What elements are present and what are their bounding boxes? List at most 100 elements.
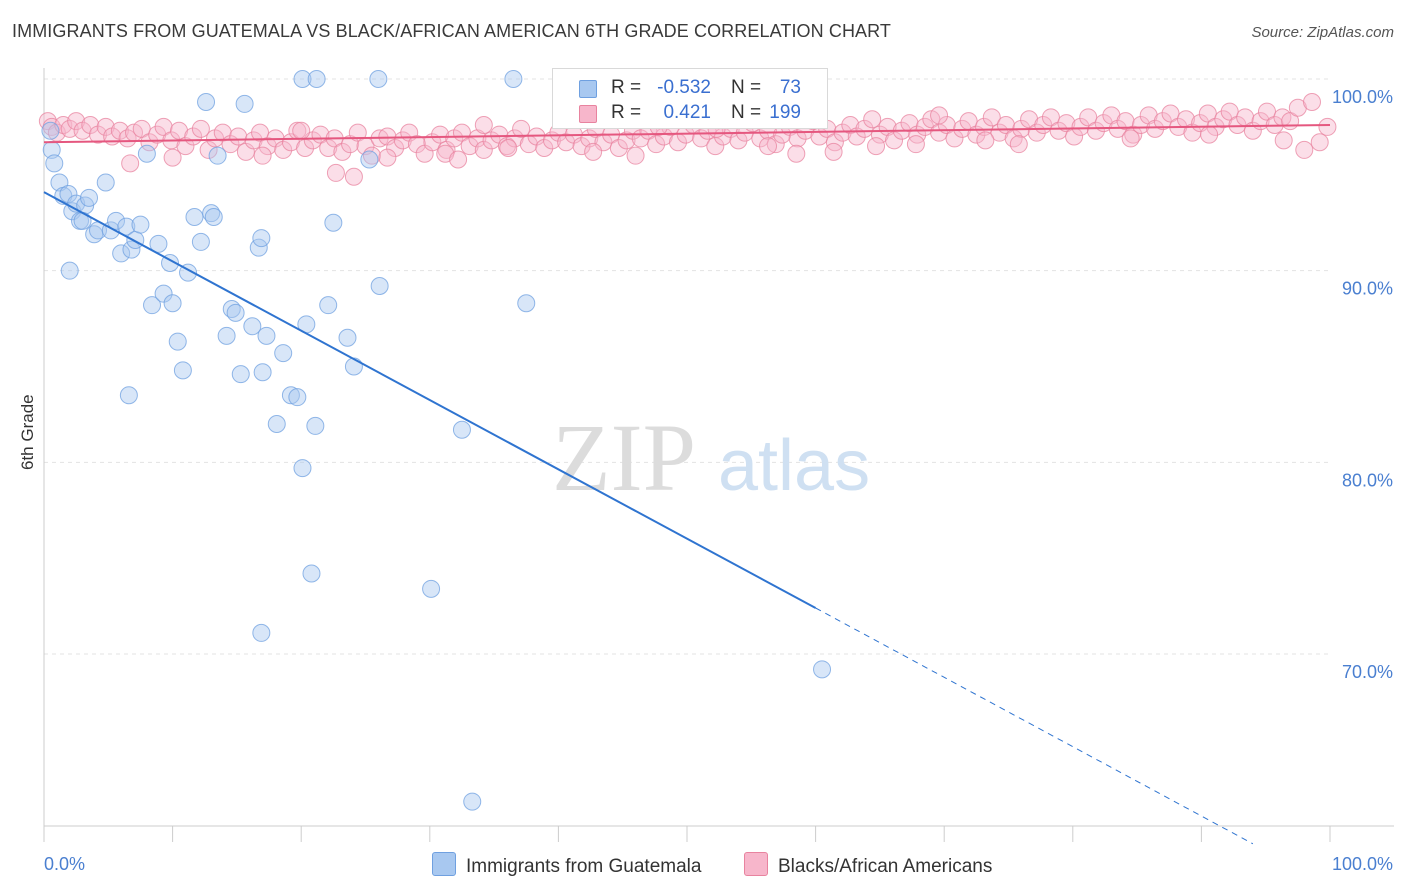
legend-r-value: -0.532 (657, 77, 711, 98)
point-blacks (863, 110, 882, 129)
point-guatemala (274, 344, 293, 363)
point-guatemala (191, 232, 210, 251)
point-blacks (906, 135, 925, 154)
point-guatemala (131, 215, 150, 234)
bottom-legend-swatch-blacks (744, 852, 768, 876)
series-guatemala-points (41, 70, 832, 811)
point-blacks (1310, 133, 1329, 152)
point-guatemala (293, 70, 312, 88)
point-blacks (140, 133, 159, 152)
point-guatemala (168, 332, 187, 351)
point-guatemala (463, 792, 482, 811)
chart-title: IMMIGRANTS FROM GUATEMALA VS BLACK/AFRIC… (12, 21, 892, 41)
point-blacks (751, 129, 770, 148)
point-blacks (1228, 116, 1247, 134)
point-guatemala (149, 234, 168, 253)
point-guatemala (73, 211, 92, 230)
point-blacks (474, 116, 493, 134)
point-guatemala (122, 240, 141, 259)
point-blacks (378, 148, 397, 167)
point-blacks (1057, 114, 1076, 133)
point-blacks (824, 142, 843, 161)
point-blacks (512, 119, 531, 138)
y-tick-label: 100.0% (1332, 87, 1393, 107)
legend-n-value: 73 (779, 77, 801, 98)
point-blacks (626, 146, 645, 165)
point-guatemala (281, 386, 300, 405)
point-guatemala (253, 363, 272, 382)
point-blacks (386, 139, 405, 157)
point-guatemala (422, 579, 441, 598)
source-label: Source: ZipAtlas.com (1251, 24, 1394, 41)
point-blacks (617, 131, 636, 150)
point-blacks (292, 121, 311, 140)
point-blacks (1121, 129, 1140, 148)
point-blacks (393, 131, 412, 150)
legend-r-value: 0.421 (663, 102, 711, 123)
point-blacks (535, 139, 554, 157)
point-blacks (251, 123, 270, 142)
point-blacks (855, 119, 874, 138)
point-blacks (1116, 112, 1135, 131)
point-guatemala (243, 317, 262, 336)
stats-legend: R = -0.532 N = 73 R = 0.421 N = 199 (552, 68, 828, 129)
point-blacks (1295, 140, 1314, 159)
point-blacks (584, 142, 603, 161)
watermark-zip: ZIP (552, 404, 696, 511)
point-guatemala (226, 303, 245, 322)
point-blacks (274, 140, 293, 159)
point-blacks (176, 137, 195, 156)
point-guatemala (45, 154, 64, 173)
point-blacks (1146, 119, 1165, 138)
point-blacks (841, 116, 860, 134)
bottom-legend-label-blacks: Blacks/African Americans (778, 856, 993, 877)
legend-n-label: N = (731, 77, 762, 98)
legend-row-blacks: R = 0.421 N = 199 (553, 102, 827, 126)
point-blacks (191, 119, 210, 138)
bottom-legend-guatemala[interactable]: Immigrants from Guatemala (432, 852, 701, 878)
point-blacks (1049, 121, 1068, 140)
point-blacks (1071, 117, 1090, 136)
bottom-legend-blacks[interactable]: Blacks/African Americans (744, 852, 992, 878)
point-blacks (976, 131, 995, 150)
point-blacks (825, 133, 844, 152)
point-blacks (407, 135, 426, 154)
legend-r-label: R = (611, 77, 642, 98)
legend-swatch-guatemala (579, 80, 597, 98)
point-blacks (1009, 135, 1028, 154)
point-guatemala (338, 328, 357, 347)
point-blacks (326, 163, 345, 182)
point-blacks (1086, 121, 1105, 140)
point-guatemala (235, 94, 254, 113)
trend-line-blacks (43, 124, 1331, 144)
point-blacks (982, 108, 1001, 127)
point-blacks (229, 127, 248, 146)
point-guatemala (197, 93, 216, 111)
point-blacks (1200, 125, 1219, 144)
point-guatemala (344, 357, 363, 376)
point-blacks (199, 140, 218, 159)
point-blacks (431, 125, 450, 144)
point-guatemala (252, 623, 271, 642)
y-axis-label: 6th Grade (18, 394, 37, 470)
x-tick-label: 0.0% (44, 854, 85, 874)
point-guatemala (360, 150, 379, 169)
point-guatemala (293, 459, 312, 478)
point-guatemala (137, 144, 156, 163)
point-guatemala (119, 386, 138, 405)
point-guatemala (257, 326, 276, 345)
point-blacks (1302, 93, 1321, 111)
point-blacks (609, 139, 628, 157)
trend-line-guatemala-extension (815, 607, 1254, 845)
point-blacks (867, 137, 886, 156)
bottom-legend-label-guatemala: Immigrants from Guatemala (466, 856, 702, 877)
point-blacks (121, 154, 140, 173)
y-tick-label: 90.0% (1342, 279, 1393, 299)
point-blacks (1153, 112, 1172, 131)
point-blacks (729, 131, 748, 150)
point-blacks (1274, 131, 1293, 150)
point-guatemala (452, 420, 471, 439)
point-guatemala (112, 244, 131, 263)
point-blacks (110, 121, 129, 140)
point-blacks (1041, 108, 1060, 127)
